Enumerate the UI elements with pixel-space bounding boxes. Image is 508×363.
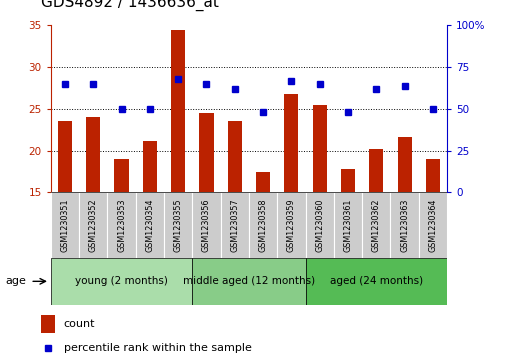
Bar (397, 137, 411, 192)
FancyBboxPatch shape (334, 192, 362, 258)
FancyBboxPatch shape (79, 192, 107, 258)
Text: GSM1230364: GSM1230364 (428, 198, 437, 252)
Text: count: count (64, 319, 95, 329)
Bar (312, 105, 327, 192)
Text: GSM1230358: GSM1230358 (259, 198, 268, 252)
Bar (143, 140, 157, 192)
Text: GSM1230359: GSM1230359 (287, 198, 296, 252)
Text: GSM1230362: GSM1230362 (372, 198, 381, 252)
Text: middle aged (12 months): middle aged (12 months) (183, 276, 315, 286)
FancyBboxPatch shape (51, 258, 193, 305)
Bar (86, 117, 101, 192)
Text: GSM1230361: GSM1230361 (343, 198, 353, 252)
FancyBboxPatch shape (391, 192, 419, 258)
FancyBboxPatch shape (107, 192, 136, 258)
FancyBboxPatch shape (305, 258, 447, 305)
Text: GDS4892 / 1436636_at: GDS4892 / 1436636_at (41, 0, 218, 11)
Bar (341, 169, 355, 192)
Bar (41, 315, 55, 333)
Text: GSM1230360: GSM1230360 (315, 198, 324, 252)
FancyBboxPatch shape (51, 192, 79, 258)
Text: young (2 months): young (2 months) (75, 276, 168, 286)
FancyBboxPatch shape (419, 192, 447, 258)
Bar (58, 122, 72, 192)
Text: GSM1230363: GSM1230363 (400, 198, 409, 252)
FancyBboxPatch shape (220, 192, 249, 258)
FancyBboxPatch shape (305, 192, 334, 258)
Bar (256, 172, 270, 192)
FancyBboxPatch shape (277, 192, 305, 258)
Bar (171, 29, 185, 192)
FancyBboxPatch shape (193, 192, 220, 258)
FancyBboxPatch shape (362, 192, 391, 258)
Text: aged (24 months): aged (24 months) (330, 276, 423, 286)
Bar (426, 159, 440, 192)
Text: GSM1230353: GSM1230353 (117, 198, 126, 252)
Bar (369, 149, 384, 192)
FancyBboxPatch shape (193, 258, 305, 305)
Text: GSM1230352: GSM1230352 (89, 198, 98, 252)
Bar (284, 94, 299, 192)
FancyBboxPatch shape (249, 192, 277, 258)
Text: GSM1230356: GSM1230356 (202, 198, 211, 252)
FancyBboxPatch shape (136, 192, 164, 258)
Text: GSM1230351: GSM1230351 (60, 198, 70, 252)
Text: age: age (5, 276, 26, 286)
Text: percentile rank within the sample: percentile rank within the sample (64, 343, 251, 353)
Bar (228, 122, 242, 192)
Text: GSM1230357: GSM1230357 (230, 198, 239, 252)
Text: GSM1230355: GSM1230355 (174, 198, 183, 252)
Bar (199, 113, 213, 192)
Bar (114, 159, 129, 192)
Text: GSM1230354: GSM1230354 (145, 198, 154, 252)
FancyBboxPatch shape (164, 192, 193, 258)
